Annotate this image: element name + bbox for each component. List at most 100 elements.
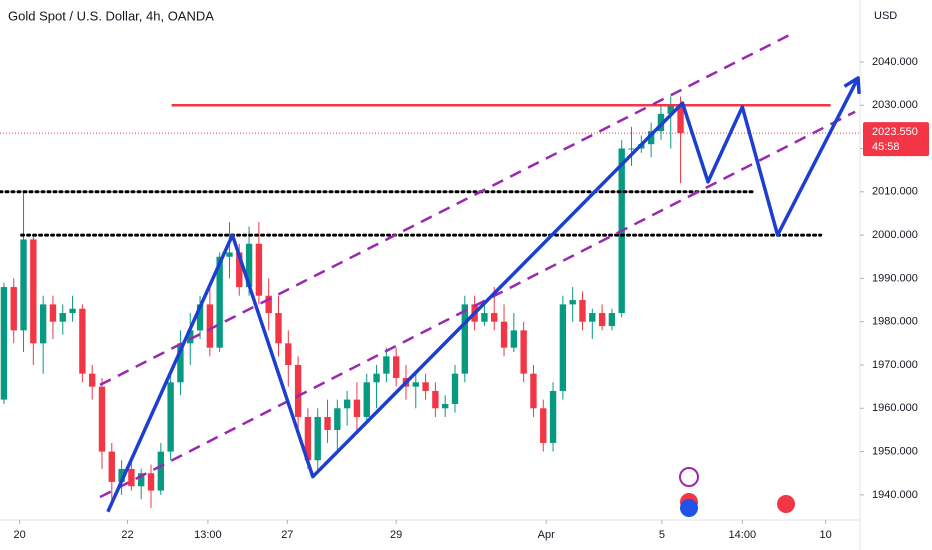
candle-body (177, 343, 184, 383)
y-axis-label: USD (874, 10, 897, 22)
candle-body (598, 313, 606, 327)
candle-body (373, 373, 380, 383)
candle-body (383, 356, 390, 374)
candle-body (667, 105, 674, 114)
event-icon (679, 467, 699, 487)
y-tick-label: 2000.000 (872, 229, 918, 241)
plot-area (0, 96, 684, 508)
candle-body (549, 390, 557, 443)
candle-body (265, 295, 272, 314)
candle-body (353, 399, 361, 417)
x-tick-label: 5 (659, 529, 665, 541)
y-tick-label: 2030.000 (872, 99, 918, 111)
candle-body (530, 373, 537, 409)
y-tick-label: 1990.000 (872, 272, 918, 284)
candle-body (59, 313, 66, 322)
candle-body (285, 343, 292, 365)
candle-body (314, 416, 321, 461)
channel-line (99, 110, 856, 499)
candle-body (39, 304, 47, 344)
candle-body (108, 451, 115, 482)
y-tick-label: 2040.000 (872, 56, 918, 68)
candle-body (392, 356, 400, 378)
candle-body (118, 468, 125, 482)
candle-body (442, 403, 449, 409)
x-tick-label: 22 (121, 529, 133, 541)
x-tick-label: 27 (281, 529, 293, 541)
candle-body (206, 304, 214, 348)
x-tick-label: 13:00 (194, 529, 222, 541)
candle-body (147, 473, 155, 491)
candle-body (138, 473, 145, 487)
x-tick-label: 20 (13, 529, 25, 541)
chart-title: Gold Spot / U.S. Dollar, 4h, OANDA (8, 8, 214, 23)
candle-body (628, 148, 635, 150)
candle-body (422, 382, 429, 391)
event-icon (680, 499, 698, 517)
candle-body (343, 399, 351, 409)
candle-body (294, 364, 302, 417)
projection-path (106, 77, 860, 513)
event-icon (777, 495, 795, 513)
candle-body (500, 321, 508, 348)
candle-body (647, 131, 655, 145)
candle-body (520, 330, 527, 374)
candle-body (157, 451, 165, 491)
candle-body (196, 304, 204, 331)
candle-body (569, 300, 576, 305)
candle-body (0, 287, 8, 400)
candle-body (187, 330, 194, 344)
x-tick-label: 10 (820, 529, 832, 541)
candle-body (451, 373, 459, 404)
candle-body (510, 330, 518, 348)
candle-body (491, 313, 498, 322)
candle-body (88, 373, 96, 387)
candle-body (540, 408, 547, 443)
candle-body (461, 304, 468, 374)
candle-body (20, 239, 27, 331)
last-price-box (863, 122, 929, 157)
y-tick-label: 1980.000 (872, 316, 918, 328)
y-tick-label: 1960.000 (872, 402, 918, 414)
candle-body (49, 304, 57, 322)
candle-body (334, 408, 341, 430)
candle-body (10, 287, 17, 331)
candle-body (304, 416, 312, 461)
candle-body (559, 304, 567, 391)
candle-body (324, 416, 331, 430)
candle-body (589, 313, 596, 322)
event-icons (679, 467, 795, 517)
candle-body (216, 256, 223, 348)
candle-body (236, 252, 243, 288)
channel-line (99, 30, 796, 387)
arrow-head (843, 76, 861, 95)
y-tick-label: 2010.000 (872, 186, 918, 198)
candle-body (432, 390, 439, 409)
x-tick-label: 14:00 (729, 529, 757, 541)
y-tick-label: 1940.000 (872, 489, 918, 501)
candle-body (245, 243, 253, 288)
candle-body (255, 243, 263, 296)
x-tick-label: 29 (390, 529, 402, 541)
candle-body (412, 382, 419, 387)
y-tick-label: 1970.000 (872, 359, 918, 371)
x-tick-label: Apr (538, 529, 555, 541)
candle-body (30, 239, 37, 344)
candle-body (579, 300, 586, 322)
last-price-label: 2023.550 (872, 126, 918, 138)
candle-body (69, 308, 76, 314)
candle-body (677, 105, 684, 134)
candle-body (167, 382, 174, 452)
candle-body (363, 382, 370, 417)
candle-body (481, 313, 488, 322)
candle-body (79, 308, 86, 374)
candle-body (98, 386, 106, 452)
candle-body (128, 468, 135, 487)
y-tick-label: 1950.000 (872, 445, 918, 457)
candle-body (608, 313, 616, 327)
candle-body (275, 313, 282, 344)
candle-body (226, 252, 233, 257)
countdown: 45:58 (872, 141, 900, 153)
